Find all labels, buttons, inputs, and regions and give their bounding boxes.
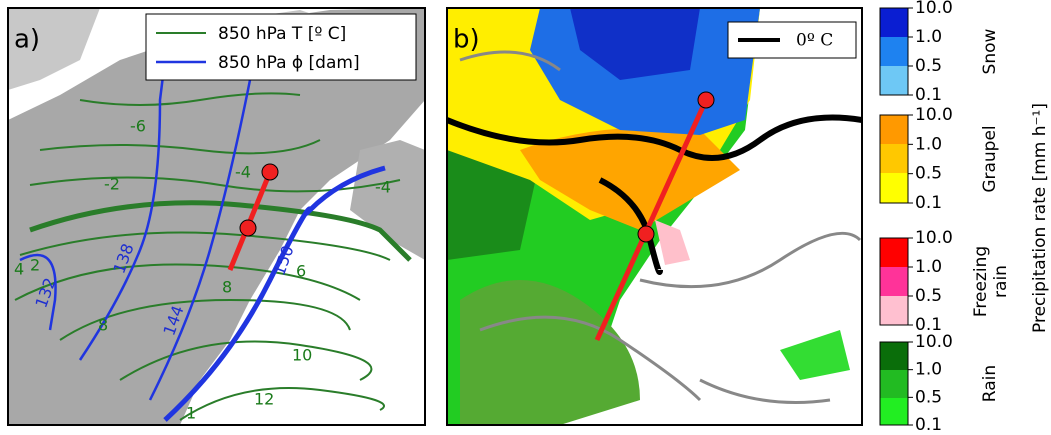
- contour-label: 2: [30, 256, 40, 275]
- contour-label: 1: [186, 404, 196, 423]
- colorbar-group-label: Rain: [980, 365, 1000, 402]
- colorbar-tick-label: 0.1: [915, 193, 942, 213]
- contour-label: -4: [375, 178, 391, 197]
- colorbar: [880, 8, 908, 425]
- contour-label: 8: [98, 316, 108, 335]
- contour-label: 8: [222, 278, 232, 297]
- colorbar-tick-label: 10.0: [915, 228, 953, 248]
- colorbar-group-label: Snow: [980, 28, 1000, 74]
- colorbar-tick-label: 1.0: [915, 360, 942, 380]
- panel-label: a): [14, 25, 40, 55]
- colorbar-tick-label: 10.0: [915, 0, 953, 18]
- contour-label: 6: [296, 262, 306, 281]
- colorbar-group-label: Freezingrain: [971, 246, 1011, 317]
- panel-label: b): [453, 25, 480, 55]
- colorbar-tick-label: 0.5: [915, 387, 942, 407]
- colorbar-group-label: Graupel: [980, 125, 1000, 192]
- contour-label: -4: [235, 163, 251, 182]
- colorbar-tick-label: 0.5: [915, 286, 942, 306]
- contour-label: 10: [292, 346, 312, 365]
- colorbar-tick-label: 0.1: [915, 415, 942, 431]
- colorbar-tick-label: 1.0: [915, 27, 942, 47]
- colorbar-tick-label: 0.1: [915, 85, 942, 105]
- legend-label: 850 hPa ϕ [dam]: [218, 53, 360, 73]
- legend-label: 0º C: [796, 31, 833, 51]
- contour-label: 12: [254, 390, 274, 409]
- colorbar-tick-label: 10.0: [915, 105, 953, 125]
- colorbar-tick-label: 1.0: [915, 257, 942, 277]
- contour-label: -6: [130, 117, 146, 136]
- colorbar-tick-label: 10.0: [915, 332, 953, 352]
- map-b: [447, 8, 862, 425]
- colorbar-title: Precipitation rate [mm h⁻¹]: [1030, 103, 1050, 333]
- colorbar-tick-label: 0.5: [915, 56, 942, 76]
- contour-label: 4: [14, 260, 24, 279]
- colorbar-tick-label: 0.5: [915, 164, 942, 184]
- figure: -6 -2 -4 -4 4 2 8 8 6 10 12 1 132 138 14…: [0, 0, 1051, 431]
- contour-label: -2: [104, 175, 120, 194]
- colorbar-tick-label: 1.0: [915, 134, 942, 154]
- legend-label: 850 hPa T [º C]: [218, 24, 346, 44]
